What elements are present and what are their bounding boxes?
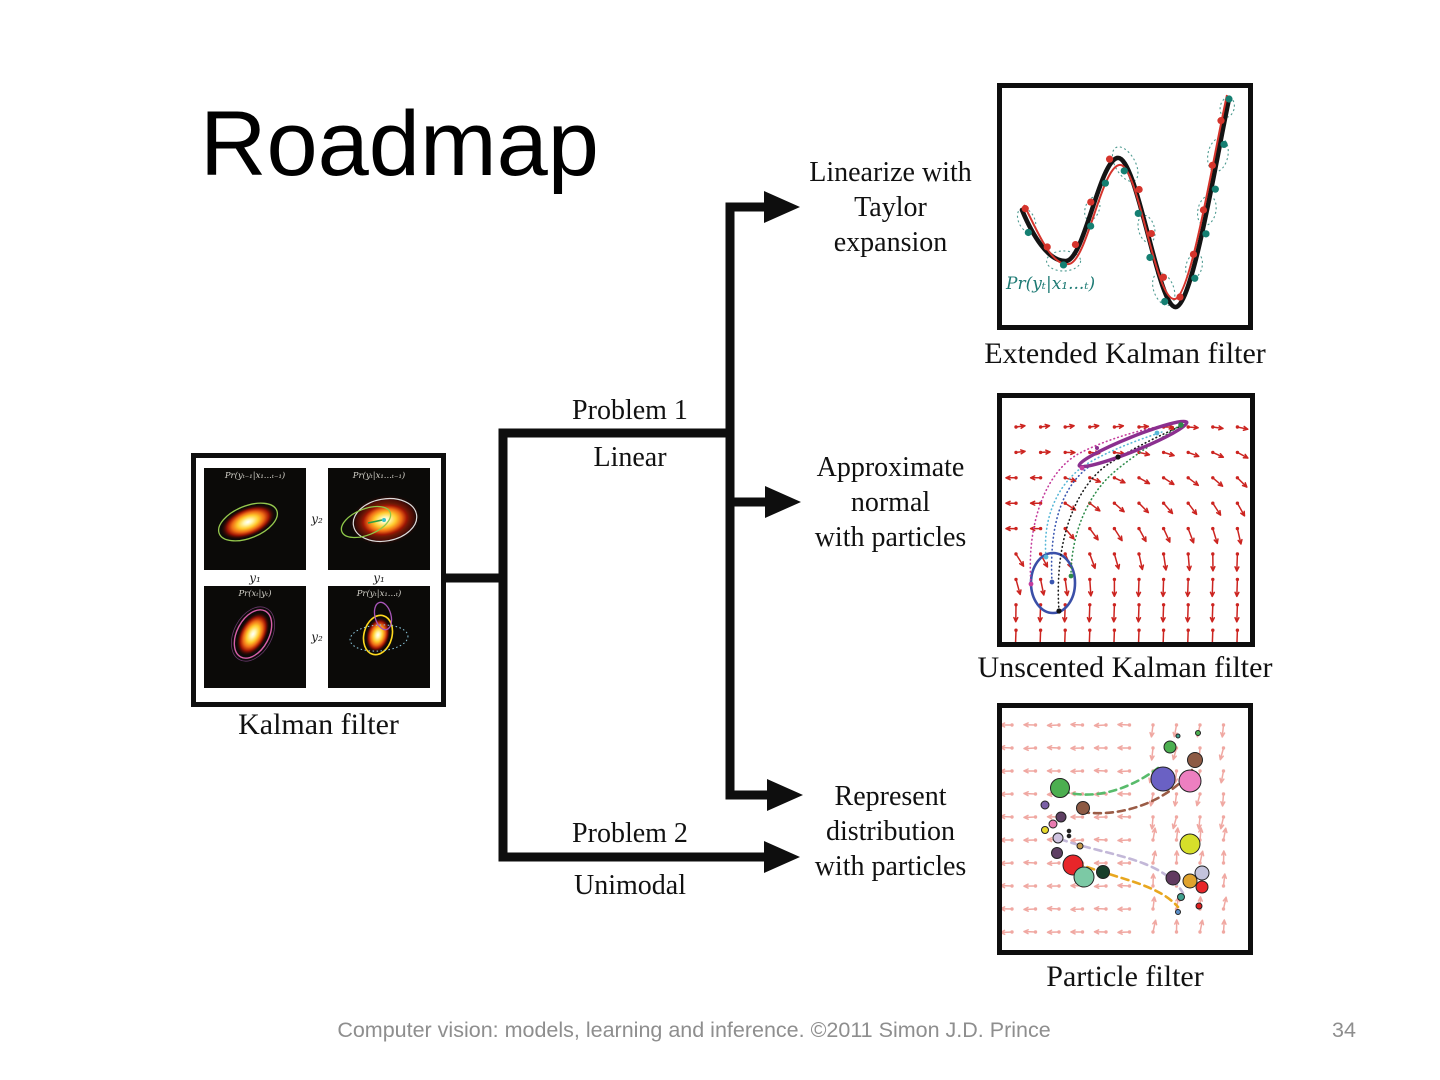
ukf-sigma-trajectory	[1070, 424, 1181, 577]
pf-figure	[997, 703, 1253, 955]
axis-label-y1: y₁	[249, 571, 261, 585]
ekf-plot	[1016, 94, 1235, 310]
panel-title: Pr(yₜ|x₁...ₜ₋₁)	[352, 471, 406, 481]
pf-particles	[1040, 730, 1210, 915]
caption-extended-kalman-filter: Extended Kalman filter	[984, 337, 1266, 370]
method-label-line: Taylor	[854, 192, 927, 223]
pf-trajectory-green	[1060, 766, 1160, 796]
ukf-sigma-points	[1028, 422, 1184, 614]
method-label-line: with particles	[814, 522, 967, 553]
method-label-line: Linearize with	[809, 157, 972, 188]
ekf-sample-points	[1021, 95, 1233, 306]
ukf-figure	[997, 393, 1255, 648]
caption-unscented-kalman-filter: Unscented Kalman filter	[977, 651, 1273, 684]
heatmap-blob	[217, 502, 279, 542]
caption-kalman-filter: Kalman filter	[238, 708, 399, 741]
kalman-panel-measurement-pred: Pr(yₜ|x₁...ₜ₋₁)	[328, 468, 430, 570]
axis-label-y1: y₁	[373, 571, 385, 585]
method-label-linearize: Linearize with Taylor expansion	[793, 155, 988, 260]
kalman-panel-prediction: Pr(yₜ₋₁|x₁...ₜ₋₁)	[204, 468, 306, 570]
branch-label-unimodal: Unimodal	[574, 870, 686, 901]
caption-particle-filter: Particle filter	[1046, 960, 1204, 993]
flow-arrow3-head	[767, 779, 803, 811]
method-label-line: expansion	[833, 227, 948, 258]
page-number: 34	[1332, 1018, 1356, 1042]
branch-label-linear: Linear	[593, 442, 667, 473]
ukf-transformed-covariance-ellipse	[1077, 419, 1189, 469]
ukf-plot	[1005, 419, 1249, 648]
method-label-represent: Represent distribution with particles	[793, 779, 988, 884]
heatmap-blob	[349, 601, 409, 656]
method-label-approximate: Approximate normal with particles	[793, 450, 988, 555]
kalman-filter-figure: Pr(yₜ₋₁|x₁...ₜ₋₁) Pr(yₜ|x₁...ₜ₋₁)	[191, 453, 446, 707]
method-label-line: Approximate	[816, 452, 965, 483]
ukf-sigma-trajectory	[1029, 423, 1173, 585]
flow-arrow4-head	[764, 841, 800, 873]
method-label-line: with particles	[814, 851, 967, 882]
method-label-line: normal	[850, 487, 931, 518]
ekf-density-label: Pr(yₜ|x₁...ₜ)	[1006, 274, 1096, 294]
kalman-panel-posterior: Pr(xₜ|yₜ)	[204, 586, 306, 688]
ekf-linearized-curve	[1023, 94, 1228, 300]
method-label-line: Represent	[834, 781, 947, 812]
axis-label-y2: y₂	[311, 512, 323, 526]
page-title: Roadmap	[200, 93, 599, 195]
heatmap-blob	[230, 606, 276, 662]
panel-title: Pr(yₜ|x₁...ₜ)	[356, 589, 402, 599]
panel-title: Pr(xₜ|yₜ)	[238, 589, 272, 599]
panel-title: Pr(yₜ₋₁|x₁...ₜ₋₁)	[224, 471, 286, 481]
pf-trajectory-orange	[1074, 861, 1180, 909]
kalman-panel-measurement: Pr(yₜ|x₁...ₜ)	[328, 586, 430, 688]
flow-arrow2-head	[765, 486, 801, 518]
pf-plot	[999, 721, 1228, 936]
pf-vector-field	[999, 721, 1228, 936]
ukf-sigma-trajectory	[1050, 465, 1091, 583]
flow-arrow1-head	[764, 191, 800, 223]
branch-label-problem1: Problem 1	[572, 395, 688, 426]
method-label-line: distribution	[825, 816, 956, 847]
heatmap-blob	[340, 494, 421, 546]
branch-label-problem2: Problem 2	[572, 818, 688, 849]
footer-credit: Computer vision: models, learning and in…	[337, 1018, 1051, 1042]
ekf-figure	[997, 83, 1253, 330]
axis-label-y2: y₂	[311, 630, 323, 644]
ukf-sigma-trajectory	[1044, 431, 1163, 558]
ukf-sigma-trajectory	[1057, 425, 1182, 612]
